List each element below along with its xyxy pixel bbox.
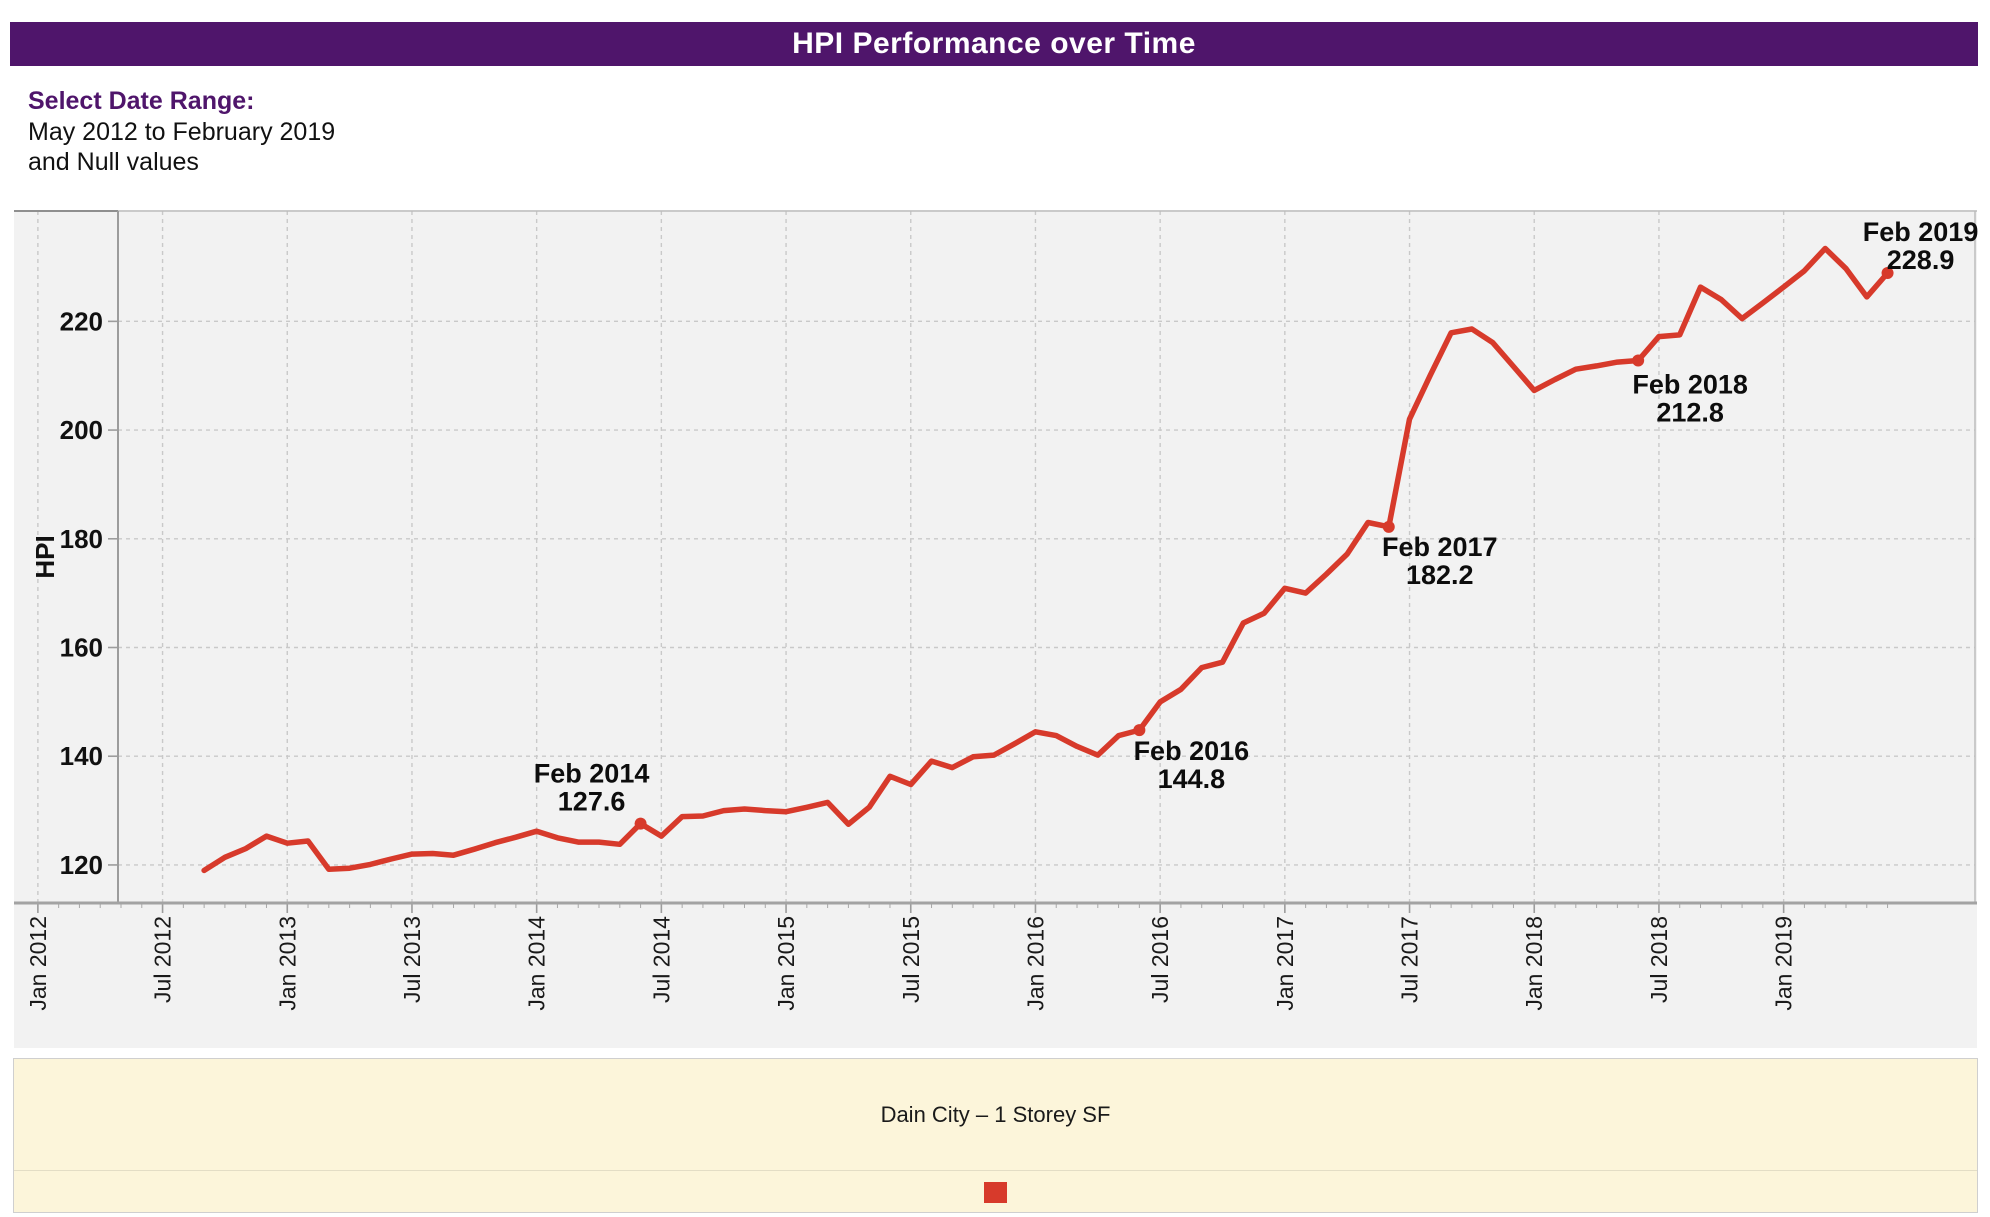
svg-text:Jan 2017: Jan 2017	[1272, 916, 1298, 1011]
chart-plot-area[interactable]: Jan 2012 Jul 2012 Jan 2013 Jul 2013 Jan 2014…	[0, 0, 1990, 1060]
svg-text:Jan 2016: Jan 2016	[1022, 916, 1048, 1011]
svg-text:Jan 2018: Jan 2018	[1521, 916, 1547, 1011]
svg-text:Jul 2016: Jul 2016	[1147, 916, 1173, 1003]
date-range-label: Select Date Range:	[28, 87, 255, 115]
svg-text:Jul 2018: Jul 2018	[1646, 916, 1672, 1003]
svg-text:127.6: 127.6	[558, 787, 626, 817]
svg-text:160: 160	[60, 633, 103, 663]
svg-text:228.9: 228.9	[1887, 245, 1955, 275]
svg-text:Feb 2016: Feb 2016	[1134, 736, 1250, 766]
date-range-block: Select Date Range: May 2012 to February …	[28, 86, 335, 178]
svg-text:Feb 2018: Feb 2018	[1632, 369, 1748, 399]
svg-text:Feb 2017: Feb 2017	[1382, 532, 1498, 562]
svg-text:180: 180	[60, 524, 103, 554]
legend-series-row[interactable]: Dain City – 1 Storey SF	[14, 1059, 1977, 1171]
legend-series-swatch-icon	[984, 1181, 1007, 1203]
svg-text:HPI: HPI	[30, 535, 60, 578]
date-range-value: May 2012 to February 2019	[28, 117, 336, 146]
legend-panel: Dain City – 1 Storey SF	[13, 1058, 1978, 1213]
null-values-note: and Null values	[28, 148, 199, 176]
svg-text:Jan 2012: Jan 2012	[25, 916, 51, 1011]
svg-text:144.8: 144.8	[1158, 764, 1226, 794]
svg-text:Jan 2014: Jan 2014	[524, 916, 550, 1011]
svg-text:200: 200	[60, 415, 103, 445]
svg-text:220: 220	[60, 306, 103, 336]
legend-marker-row[interactable]	[14, 1171, 1977, 1213]
svg-text:Jul 2014: Jul 2014	[648, 916, 674, 1003]
svg-text:Jan 2019: Jan 2019	[1771, 916, 1797, 1011]
svg-text:Feb 2019: Feb 2019	[1863, 217, 1979, 247]
legend-series-label: Dain City – 1 Storey SF	[880, 1101, 1111, 1127]
svg-text:212.8: 212.8	[1656, 397, 1724, 427]
svg-text:Jul 2015: Jul 2015	[898, 916, 924, 1003]
svg-text:182.2: 182.2	[1406, 560, 1474, 590]
svg-text:120: 120	[60, 850, 103, 880]
svg-text:Jan 2015: Jan 2015	[773, 916, 799, 1011]
svg-text:140: 140	[60, 741, 103, 771]
title-bar: HPI Performance over Time	[10, 22, 1978, 66]
svg-text:Jan 2013: Jan 2013	[274, 916, 300, 1011]
svg-text:Feb 2014: Feb 2014	[534, 759, 650, 789]
hpi-line-chart[interactable]: Jan 2012 Jul 2012 Jan 2013 Jul 2013 Jan 2014…	[0, 0, 1990, 1065]
svg-text:Jul 2017: Jul 2017	[1397, 916, 1423, 1003]
page-title: HPI Performance over Time	[792, 27, 1196, 60]
svg-text:Jul 2012: Jul 2012	[150, 916, 176, 1003]
svg-text:Jul 2013: Jul 2013	[399, 916, 425, 1003]
